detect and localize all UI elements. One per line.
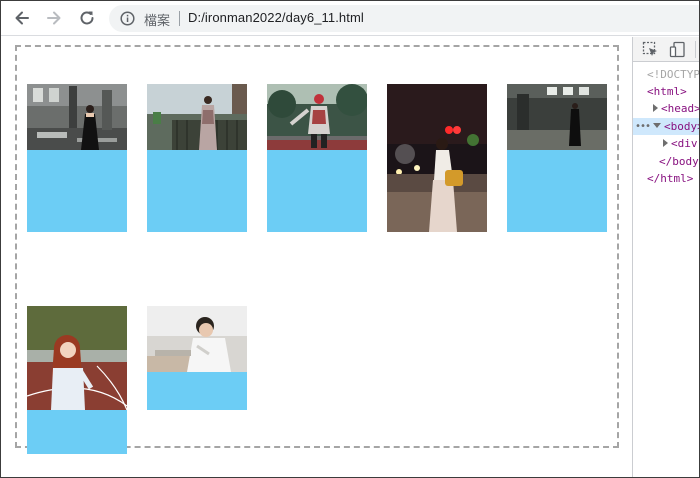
reload-button[interactable] [75, 6, 99, 30]
dom-node-html[interactable]: <html> [633, 83, 699, 100]
photo-4 [387, 84, 487, 232]
image-item [507, 84, 607, 232]
photo-5 [507, 84, 607, 150]
photo-6 [27, 306, 127, 410]
file-scheme-label: 檔案 [144, 14, 171, 29]
dom-node-html-close[interactable]: </html> [633, 170, 699, 187]
device-toolbar-icon[interactable] [669, 41, 686, 58]
photo-3 [267, 84, 367, 150]
devtools-panel: <!DOCTYPE <html> <head> ••• <body> <div <… [632, 37, 700, 477]
address-separator [179, 11, 180, 26]
dom-node-text: <head> [661, 102, 700, 115]
image-item [27, 306, 127, 454]
more-dots-icon[interactable]: ••• [635, 121, 651, 132]
reload-icon [80, 11, 94, 25]
url-text[interactable]: D:/ironman2022/day6_11.html [188, 10, 364, 25]
photo-1 [27, 84, 127, 150]
dom-node-text: <html> [647, 85, 687, 98]
expand-triangle-icon[interactable] [663, 139, 668, 147]
info-icon[interactable] [120, 11, 135, 26]
forward-button[interactable] [42, 6, 66, 30]
back-arrow-icon [15, 11, 29, 25]
dom-node-doctype[interactable]: <!DOCTYPE [633, 66, 700, 83]
expand-triangle-icon[interactable] [653, 104, 658, 112]
dom-node-div[interactable]: <div [633, 135, 699, 152]
image-item [147, 84, 247, 232]
devtools-separator [695, 41, 696, 58]
dom-node-text: <!DOCTYPE [647, 68, 700, 81]
page-viewport [1, 37, 632, 477]
dom-node-text: <div [671, 137, 698, 150]
collapse-triangle-icon[interactable] [653, 123, 661, 128]
dom-node-head[interactable]: <head> [633, 100, 700, 117]
devtools-toolbar [633, 37, 699, 62]
address-bar[interactable]: 檔案 D:/ironman2022/day6_11.html [109, 5, 699, 32]
forward-arrow-icon [47, 11, 61, 25]
image-item [267, 84, 367, 232]
image-item [27, 84, 127, 232]
image-item [387, 84, 487, 232]
back-button[interactable] [10, 6, 34, 30]
image-item [147, 306, 247, 410]
photo-2 [147, 84, 247, 150]
dom-node-body-close[interactable]: </body [633, 153, 699, 170]
dom-node-text: <body> [664, 120, 700, 133]
dashed-container [15, 45, 619, 454]
browser-toolbar: 檔案 D:/ironman2022/day6_11.html [1, 1, 699, 36]
dom-node-body[interactable]: ••• <body> [633, 118, 700, 135]
inspect-element-icon[interactable] [642, 41, 659, 58]
photo-7 [147, 306, 247, 372]
dom-node-text: </html> [647, 172, 694, 185]
dom-node-text: </body [659, 155, 699, 168]
